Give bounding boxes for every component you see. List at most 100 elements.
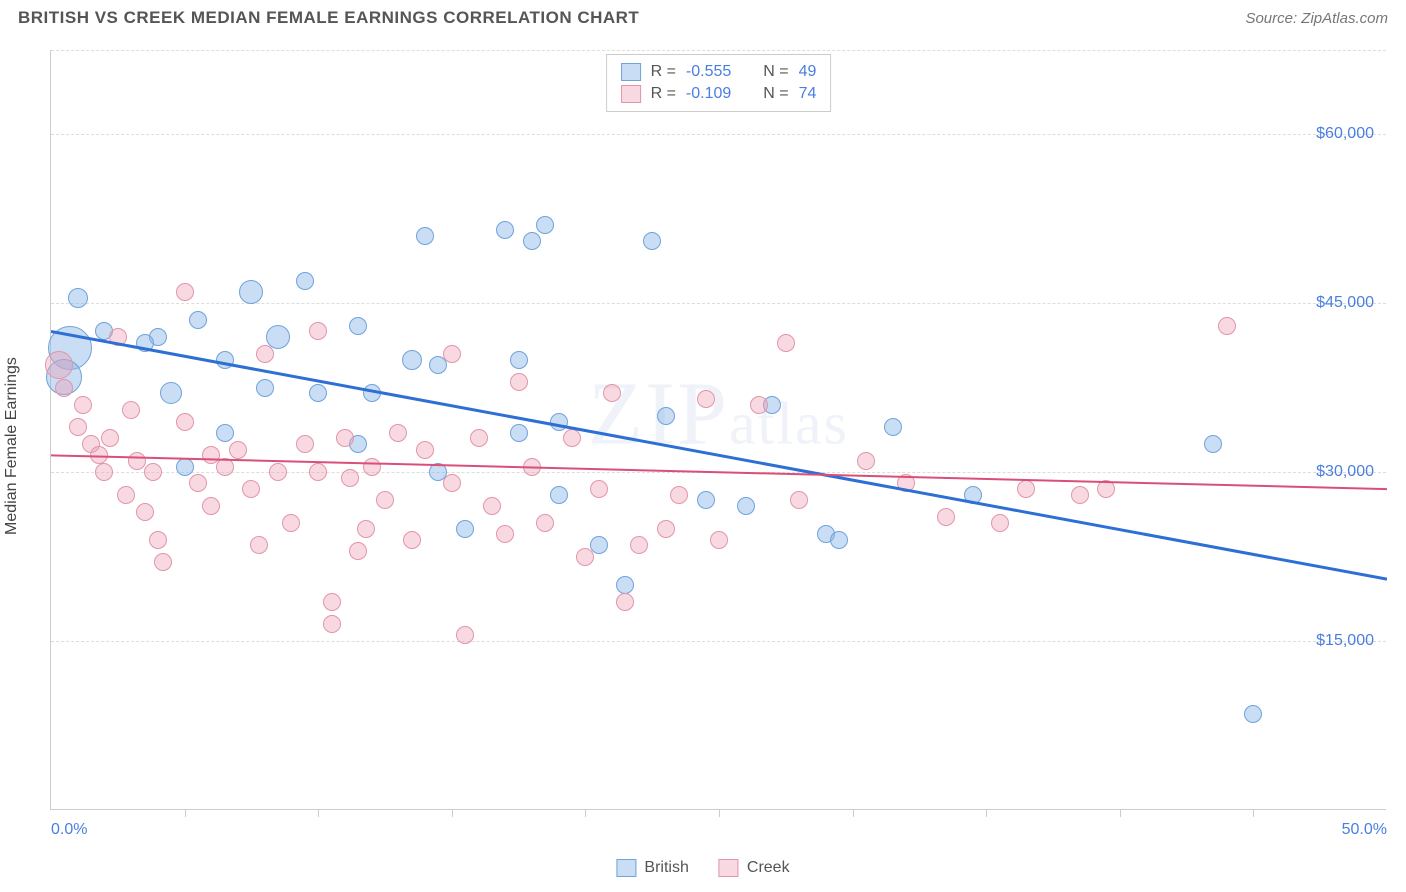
data-point-creek — [1017, 480, 1035, 498]
ytick-label: $60,000 — [1316, 125, 1374, 143]
data-point-british — [964, 486, 982, 504]
data-point-british — [697, 491, 715, 509]
data-point-british — [68, 288, 88, 308]
data-point-british — [510, 424, 528, 442]
data-point-creek — [857, 452, 875, 470]
data-point-creek — [897, 474, 915, 492]
data-point-creek — [144, 463, 162, 481]
data-point-creek — [55, 379, 73, 397]
data-point-british — [416, 227, 434, 245]
data-point-creek — [456, 626, 474, 644]
data-point-creek — [117, 486, 135, 504]
legend-swatch-creek-bottom — [719, 859, 739, 877]
gridline — [51, 50, 1386, 51]
r-value-creek: -0.109 — [686, 85, 731, 103]
data-point-british — [402, 350, 422, 370]
data-point-creek — [991, 514, 1009, 532]
data-point-british — [189, 311, 207, 329]
data-point-creek — [309, 463, 327, 481]
data-point-british — [550, 413, 568, 431]
legend-swatch-british — [621, 63, 641, 81]
data-point-creek — [229, 441, 247, 459]
trend-svg — [51, 50, 1387, 810]
data-point-british — [256, 379, 274, 397]
data-point-creek — [122, 401, 140, 419]
data-point-creek — [777, 334, 795, 352]
data-point-creek — [357, 520, 375, 538]
data-point-creek — [282, 514, 300, 532]
data-point-creek — [1097, 480, 1115, 498]
gridline — [51, 472, 1386, 473]
data-point-creek — [309, 322, 327, 340]
legend-label-british: British — [644, 859, 688, 877]
xtick — [318, 809, 319, 817]
xtick — [585, 809, 586, 817]
y-axis-label: Median Female Earnings — [3, 357, 21, 535]
legend-label-creek: Creek — [747, 859, 790, 877]
data-point-creek — [154, 553, 172, 571]
data-point-creek — [95, 463, 113, 481]
xtick-label: 0.0% — [51, 821, 87, 839]
data-point-creek — [1218, 317, 1236, 335]
data-point-creek — [483, 497, 501, 515]
data-point-creek — [563, 429, 581, 447]
data-point-creek — [250, 536, 268, 554]
n-value-creek: 74 — [799, 85, 817, 103]
plot-area: ZIPatlas $60,000$45,000$30,000$15,0000.0… — [51, 50, 1386, 809]
data-point-creek — [349, 542, 367, 560]
xtick — [719, 809, 720, 817]
data-point-creek — [149, 531, 167, 549]
plot-container: ZIPatlas $60,000$45,000$30,000$15,0000.0… — [50, 50, 1386, 810]
data-point-creek — [576, 548, 594, 566]
source-label: Source: ZipAtlas.com — [1245, 10, 1388, 27]
stats-row-creek: R = -0.109 N = 74 — [621, 83, 817, 105]
data-point-creek — [189, 474, 207, 492]
data-point-british — [136, 334, 154, 352]
xtick — [853, 809, 854, 817]
data-point-creek — [176, 283, 194, 301]
data-point-british — [239, 280, 263, 304]
data-point-creek — [536, 514, 554, 532]
data-point-creek — [269, 463, 287, 481]
legend-item-british: British — [616, 859, 688, 877]
data-point-creek — [523, 458, 541, 476]
gridline — [51, 641, 1386, 642]
data-point-creek — [1071, 486, 1089, 504]
ytick-label: $30,000 — [1316, 463, 1374, 481]
data-point-creek — [470, 429, 488, 447]
data-point-british — [496, 221, 514, 239]
data-point-creek — [202, 497, 220, 515]
data-point-creek — [657, 520, 675, 538]
data-point-creek — [363, 458, 381, 476]
legend-swatch-british-bottom — [616, 859, 636, 877]
data-point-creek — [616, 593, 634, 611]
data-point-british — [510, 351, 528, 369]
data-point-creek — [45, 351, 73, 379]
data-point-british — [737, 497, 755, 515]
xtick — [1120, 809, 1121, 817]
data-point-creek — [242, 480, 260, 498]
data-point-british — [657, 407, 675, 425]
data-point-creek — [256, 345, 274, 363]
stats-row-british: R = -0.555 N = 49 — [621, 61, 817, 83]
xtick — [452, 809, 453, 817]
data-point-creek — [74, 396, 92, 414]
data-point-british — [830, 531, 848, 549]
data-point-british — [216, 424, 234, 442]
legend-swatch-creek — [621, 85, 641, 103]
data-point-creek — [109, 328, 127, 346]
data-point-creek — [630, 536, 648, 554]
data-point-creek — [389, 424, 407, 442]
data-point-creek — [296, 435, 314, 453]
legend-item-creek: Creek — [719, 859, 790, 877]
data-point-creek — [216, 458, 234, 476]
chart-title: BRITISH VS CREEK MEDIAN FEMALE EARNINGS … — [18, 8, 639, 28]
data-point-british — [296, 272, 314, 290]
data-point-british — [536, 216, 554, 234]
data-point-creek — [710, 531, 728, 549]
data-point-creek — [790, 491, 808, 509]
data-point-creek — [416, 441, 434, 459]
data-point-british — [523, 232, 541, 250]
data-point-creek — [443, 345, 461, 363]
xtick — [986, 809, 987, 817]
